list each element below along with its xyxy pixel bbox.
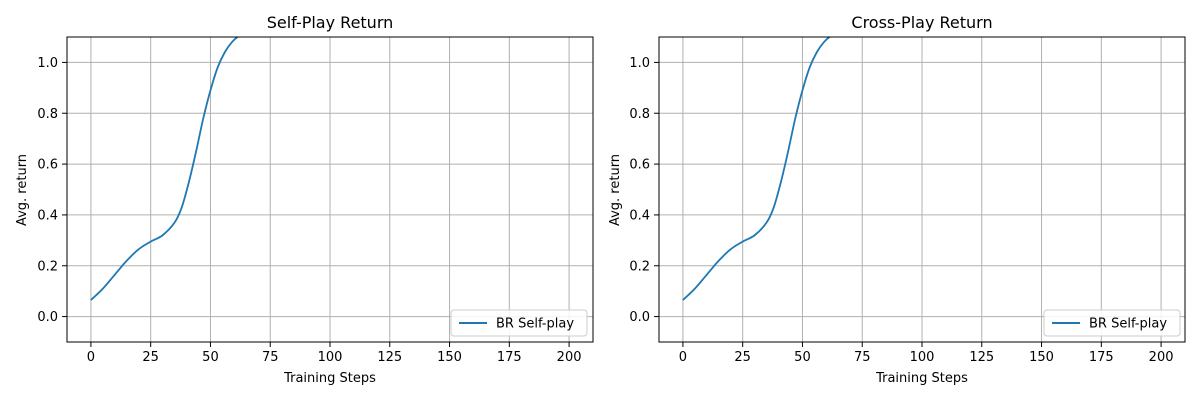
legend: BR Self-play xyxy=(1043,309,1181,337)
ticks: 0 25 50 75 100 125 150 175 200 0.0 0.2 0.4 0.6 0.8 1.0 xyxy=(629,56,1173,365)
x-axis-label: Training Steps xyxy=(875,371,968,386)
x-tick-label: 200 xyxy=(557,350,582,365)
y-tick-label: 1.0 xyxy=(37,56,58,71)
legend-box xyxy=(450,309,588,337)
plot-frame xyxy=(658,36,1186,343)
x-tick-label: 50 xyxy=(202,350,219,365)
legend-label: BR Self-play xyxy=(496,317,574,332)
y-tick-label: 0.6 xyxy=(629,158,650,173)
ticks: 0 25 50 75 100 125 150 175 200 0.0 0.2 0.4 0.6 0.8 1.0 xyxy=(37,56,581,365)
x-tick-label: 175 xyxy=(497,350,522,365)
legend-label: BR Self-play xyxy=(1089,317,1167,332)
chart-panel-cross-play: Cross-Play Return Training Steps Avg. re… xyxy=(608,13,1186,386)
x-tick-label: 25 xyxy=(734,350,751,365)
x-tick-label: 150 xyxy=(1029,350,1054,365)
chart-title: Self-Play Return xyxy=(267,13,394,32)
series-line xyxy=(90,37,239,301)
x-tick-label: 125 xyxy=(969,350,994,365)
x-tick-label: 125 xyxy=(377,350,402,365)
chart-title: Cross-Play Return xyxy=(851,13,992,32)
plot-frame xyxy=(66,36,594,343)
y-tick-label: 0.0 xyxy=(629,310,650,325)
plot-lines xyxy=(90,37,239,301)
y-tick-label: 0.2 xyxy=(37,259,58,274)
series-line xyxy=(682,37,831,301)
y-tick-label: 0.8 xyxy=(37,107,58,122)
x-tick-label: 100 xyxy=(318,350,343,365)
y-tick-label: 1.0 xyxy=(629,56,650,71)
y-tick-label: 0.4 xyxy=(629,208,650,223)
legend-box xyxy=(1043,309,1181,337)
x-tick-label: 75 xyxy=(262,350,279,365)
x-tick-label: 150 xyxy=(437,350,462,365)
chart-panel-self-play: Self-Play Return Training Steps Avg. ret… xyxy=(15,13,594,386)
plot-lines xyxy=(682,37,831,301)
x-tick-label: 0 xyxy=(87,350,95,365)
x-tick-label: 25 xyxy=(142,350,159,365)
legend: BR Self-play xyxy=(450,309,588,337)
y-tick-label: 0.4 xyxy=(37,208,58,223)
x-tick-label: 50 xyxy=(794,350,811,365)
x-tick-label: 100 xyxy=(910,350,935,365)
grid xyxy=(67,37,593,342)
y-tick-label: 0.2 xyxy=(629,259,650,274)
y-tick-label: 0.0 xyxy=(37,310,58,325)
y-axis-label: Avg. return xyxy=(608,154,623,226)
x-tick-label: 200 xyxy=(1149,350,1174,365)
x-tick-label: 0 xyxy=(679,350,687,365)
y-tick-label: 0.6 xyxy=(37,158,58,173)
grid xyxy=(659,37,1185,342)
x-tick-label: 175 xyxy=(1089,350,1114,365)
x-tick-label: 75 xyxy=(854,350,871,365)
y-axis-label: Avg. return xyxy=(15,154,30,226)
y-tick-label: 0.8 xyxy=(629,107,650,122)
x-axis-label: Training Steps xyxy=(283,371,376,386)
